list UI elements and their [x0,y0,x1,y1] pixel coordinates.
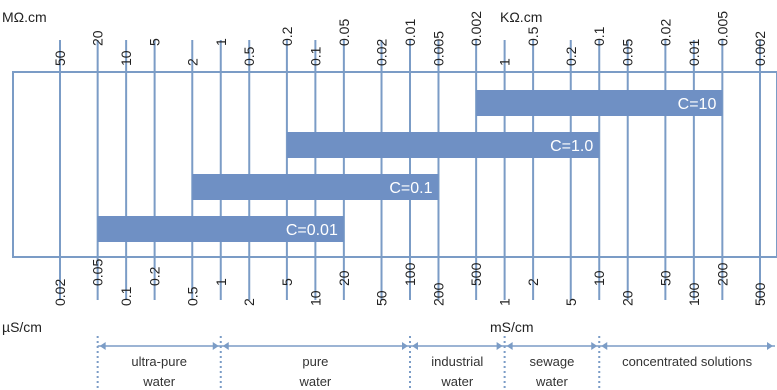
arrow-left-icon [412,342,418,350]
resistivity-tick-label: 0.1 [591,26,607,46]
chart-frame [12,71,777,258]
resistivity-tick-label: 0.2 [563,46,579,66]
conductivity-tick-label: 50 [374,290,390,306]
resistivity-tick-labels: 50 20 10 5 2 1 0.5 0.2 0.1 0.05 0.02 0.01 0.005 0.002… [52,11,768,66]
conductivity-tick-label: 5 [279,278,295,286]
arrow-left-icon [506,342,513,350]
cell-constant-label: C=1.0 [550,138,593,155]
application-label-line1: concentrated solutions [622,354,753,369]
cell-constant-bar [476,90,723,116]
conductivity-tick-label: 10 [307,290,323,306]
cell-constant-bar [97,216,344,242]
resistivity-tick-label: 0.002 [468,11,484,46]
gridlines [59,40,761,300]
arrow-right-icon [767,342,773,350]
conductivity-tick-label: 1 [213,278,229,286]
conductivity-tick-label: 10 [591,270,607,286]
conductivity-tick-label: 5 [563,298,579,306]
conductivity-tick-label: 0.1 [118,286,134,306]
arrow-right-icon [591,342,598,350]
cell-constant-label: C=0.01 [286,222,338,239]
resistivity-tick-label: 0.005 [430,31,446,66]
cell-constant-bar [286,132,600,158]
conductivity-tick-label: 200 [714,262,730,286]
conductivity-tick-label: 20 [620,290,636,306]
resistivity-tick-label: 0.05 [336,19,352,46]
conductivity-tick-label: 500 [752,282,768,306]
top-right-unit-label: KΩ.cm [500,9,542,25]
application-label-line1: ultra-pure [131,354,187,369]
resistivity-tick-label: 10 [118,50,134,66]
conductivity-tick-label: 1 [497,298,513,306]
arrow-right-icon [402,342,408,350]
conductivity-tick-label: 500 [468,262,484,286]
resistivity-tick-label: 0.5 [525,26,541,46]
application-label-line1: sewage [530,354,575,369]
resistivity-tick-label: 5 [147,38,163,46]
range-bars: C=10 C=1.0 C=0.1 C=0.01 [97,90,723,242]
cell-constant-bar [192,174,439,200]
conductivity-tick-label: 0.05 [90,259,106,286]
resistivity-tick-label: 0.02 [374,39,390,66]
conductivity-tick-label: 50 [657,270,673,286]
resistivity-tick-label: 1 [213,38,229,46]
conductivity-tick-label: 100 [686,282,702,306]
application-label-line2: water [440,374,473,389]
application-label-line1: pure [302,354,328,369]
conductivity-tick-label: 2 [241,298,257,306]
resistivity-tick-label: 0.01 [686,39,702,66]
conductivity-tick-label: 0.5 [184,286,200,306]
conductivity-tick-label: 20 [336,270,352,286]
conductivity-tick-labels: 0.02 0.05 0.1 0.2 0.5 1 2 5 10 20 50 100 200 500 1 2 5 10… [52,259,768,306]
bottom-right-unit-label: mS/cm [490,319,534,335]
resistivity-tick-label: 0.5 [241,46,257,66]
bottom-left-unit-label: µS/cm [2,319,42,335]
resistivity-tick-label: 0.2 [279,26,295,46]
arrow-right-icon [212,342,219,350]
application-label-line2: water [298,374,331,389]
cell-constant-label: C=10 [678,96,717,113]
conductivity-tick-label: 0.2 [147,266,163,286]
application-label-line2: water [142,374,175,389]
resistivity-tick-label: 0.05 [620,39,636,66]
resistivity-tick-label: 50 [52,50,68,66]
arrow-right-icon [496,342,503,350]
conductivity-tick-label: 0.02 [52,279,68,306]
resistivity-tick-label: 0.01 [402,19,418,46]
resistivity-tick-label: 2 [184,58,200,66]
application-label-line1: industrial [431,354,483,369]
arrow-left-icon [601,342,608,350]
top-left-unit-label: MΩ.cm [2,9,47,25]
arrow-left-icon [99,342,106,350]
conductivity-tick-label: 200 [430,282,446,306]
conductivity-tick-label: 2 [525,278,541,286]
resistivity-tick-label: 20 [90,30,106,46]
resistivity-tick-label: 0.002 [752,31,768,66]
resistivity-tick-label: 0.005 [714,11,730,46]
application-label-line2: water [535,374,568,389]
cell-constant-label: C=0.1 [389,180,432,197]
application-ranges: ultra-pure water pure water industrial water s… [96,336,775,389]
resistivity-tick-label: 0.1 [307,46,323,66]
conductivity-tick-label: 100 [402,262,418,286]
arrow-left-icon [222,342,229,350]
resistivity-tick-label: 0.02 [657,19,673,46]
resistivity-tick-label: 1 [497,58,513,66]
